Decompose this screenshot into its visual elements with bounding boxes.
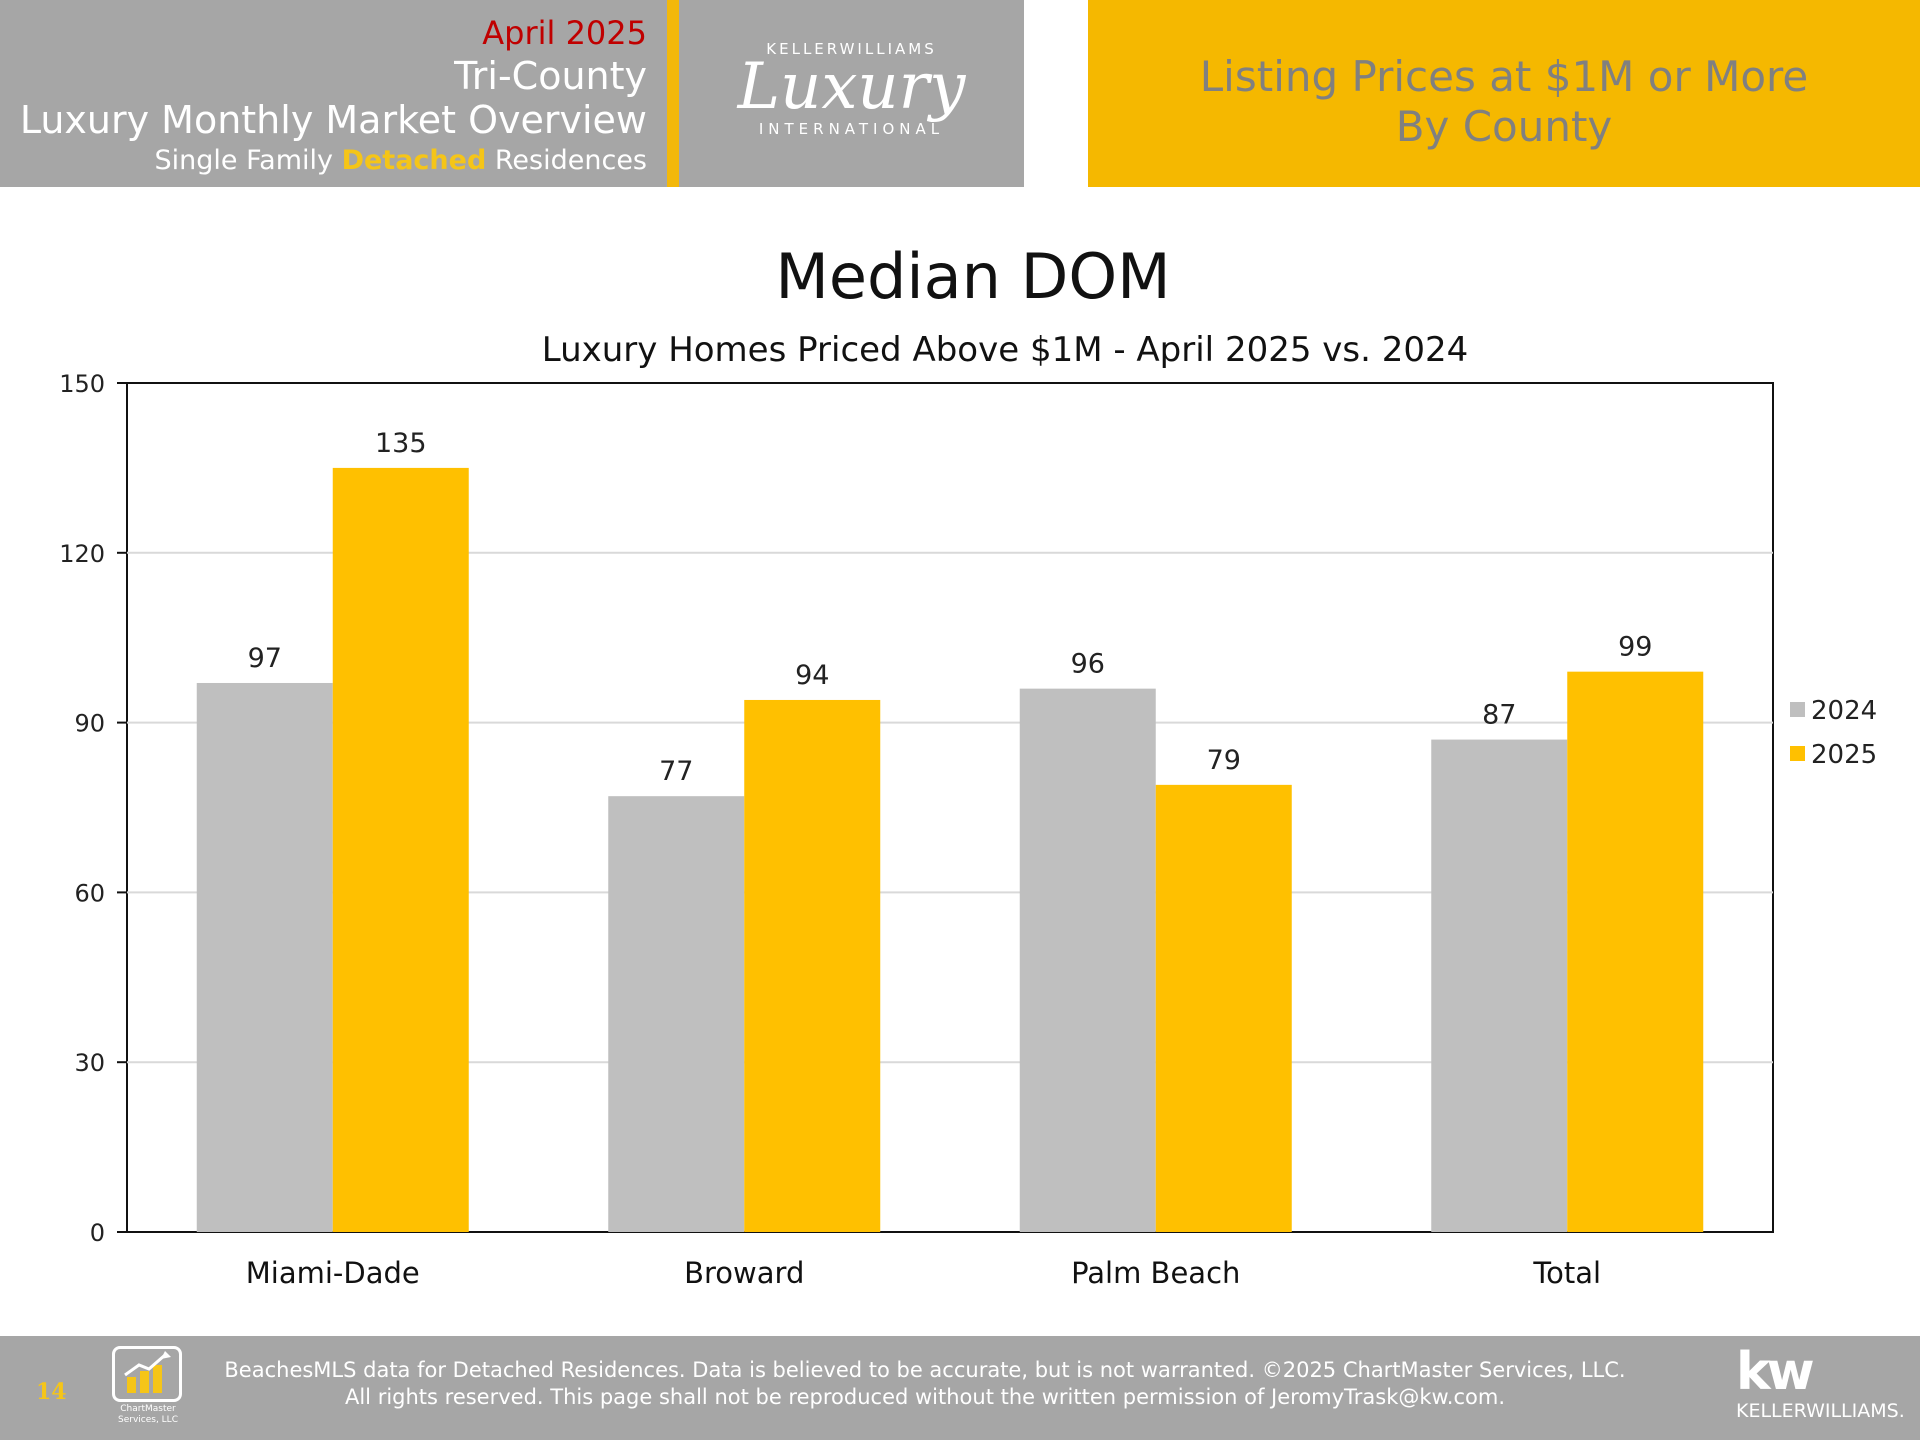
report-date: April 2025: [482, 14, 647, 52]
data-label: 135: [375, 428, 427, 459]
legend-label: 2024: [1811, 696, 1877, 726]
data-label: 87: [1482, 700, 1516, 731]
bar-2024-broward: [608, 796, 745, 1232]
legend-label: 2025: [1811, 740, 1877, 770]
category-label: Miami-Dade: [246, 1256, 420, 1290]
chart-title: Median DOM: [775, 240, 1171, 313]
header-banner: April 2025 Tri-County Luxury Monthly Mar…: [0, 0, 667, 187]
bar-2025-total: [1567, 671, 1704, 1232]
legend-swatch: [1790, 746, 1805, 761]
data-label: 77: [659, 756, 693, 787]
footer-disclaimer-line2: All rights reserved. This page shall not…: [344, 1385, 1506, 1409]
y-tick-label: 120: [59, 540, 105, 568]
y-tick-label: 90: [74, 710, 105, 738]
footer: 14 ChartMaster Services, LLC BeachesMLS …: [0, 1336, 1920, 1440]
data-label: 96: [1071, 649, 1105, 680]
y-tick-label: 60: [74, 879, 105, 907]
section-title-line2: By County: [1395, 102, 1613, 151]
bar-2025-broward: [744, 699, 881, 1232]
bar-2024-miami-dade: [196, 682, 333, 1232]
legend-swatch: [1790, 702, 1805, 717]
y-tick-label: 150: [59, 370, 105, 398]
data-label: 99: [1618, 632, 1652, 663]
subtitle-highlight: Detached: [341, 145, 487, 176]
chart-icon: [112, 1346, 182, 1402]
bar-2024-total: [1431, 739, 1568, 1232]
report-region: Tri-County: [454, 54, 647, 98]
kw-mark: kw: [1736, 1342, 1815, 1402]
header-divider: [667, 0, 679, 187]
y-tick-label: 0: [90, 1219, 105, 1247]
category-label: Broward: [684, 1256, 804, 1290]
kw-logo: kw KELLERWILLIAMS.: [1736, 1344, 1905, 1422]
report-subtitle: Single Family Detached Residences: [154, 145, 647, 176]
chartmaster-logo-text: ChartMaster Services, LLC: [118, 1404, 178, 1425]
data-label: 79: [1207, 745, 1241, 776]
bar-2025-miami-dade: [332, 467, 469, 1232]
bar-2024-palm-beach: [1019, 688, 1156, 1232]
logo-top-text: KELLERWILLIAMS: [766, 40, 937, 58]
report-title: Luxury Monthly Market Overview: [19, 98, 647, 142]
chartmaster-logo: ChartMaster Services, LLC: [112, 1346, 184, 1432]
data-label: 94: [795, 660, 829, 691]
bar-chart: 0 30 60 90 120 150 97 135 Miami-Dade 77 94 Broward 9…: [59, 370, 1877, 1290]
kw-name: KELLERWILLIAMS.: [1736, 1400, 1905, 1422]
logo-script-text: Luxury: [737, 50, 966, 124]
footer-disclaimer-line1: BeachesMLS data for Detached Residences.…: [224, 1358, 1626, 1382]
category-label: Palm Beach: [1071, 1256, 1240, 1290]
chart-subtitle: Luxury Homes Priced Above $1M - April 20…: [541, 330, 1469, 370]
logo-bottom-text: INTERNATIONAL: [758, 120, 945, 138]
data-label: 97: [248, 643, 282, 674]
section-banner: Listing Prices at $1M or More By County: [1088, 0, 1920, 187]
bar-2025-palm-beach: [1155, 784, 1292, 1232]
y-tick-label: 30: [74, 1049, 105, 1077]
page-number: 14: [36, 1379, 67, 1405]
section-title-line1: Listing Prices at $1M or More: [1199, 52, 1809, 101]
kw-luxury-logo: KELLERWILLIAMS Luxury INTERNATIONAL: [679, 0, 1024, 187]
category-label: Total: [1532, 1256, 1601, 1290]
